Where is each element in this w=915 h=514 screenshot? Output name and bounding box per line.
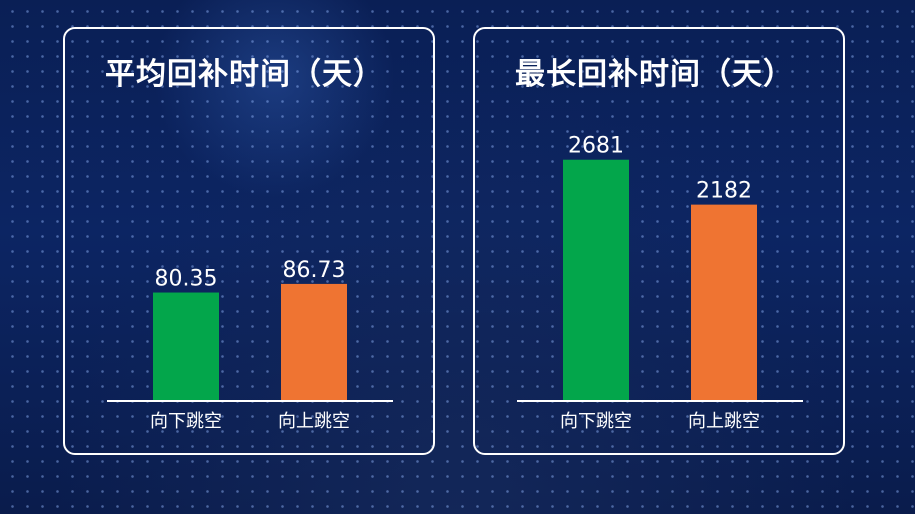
category-label: 向上跳空	[278, 411, 350, 432]
bar-down-gap	[153, 292, 219, 401]
category-label: 向下跳空	[560, 411, 632, 432]
bar-up-gap	[691, 204, 757, 401]
bar-value-label: 80.35	[155, 267, 218, 292]
average-recovery-panel: 平均回补时间（天） 80.35 向下跳空 86.73 向上跳空	[63, 27, 435, 455]
bar-value-label: 86.73	[283, 258, 346, 283]
bar-value-label: 2681	[568, 134, 624, 159]
longest-recovery-panel: 最长回补时间（天） 2681 向下跳空 2182 向上跳空	[473, 27, 845, 455]
category-label: 向上跳空	[688, 411, 760, 432]
average-recovery-chart: 80.35 向下跳空 86.73 向上跳空	[107, 258, 393, 432]
longest-recovery-title: 最长回补时间（天）	[515, 57, 794, 92]
longest-recovery-chart: 2681 向下跳空 2182 向上跳空	[517, 134, 803, 432]
average-recovery-title: 平均回补时间（天）	[105, 57, 384, 92]
category-label: 向下跳空	[150, 411, 222, 432]
bar-down-gap	[563, 159, 629, 401]
bar-value-label: 2182	[696, 179, 752, 204]
bar-up-gap	[281, 283, 347, 401]
